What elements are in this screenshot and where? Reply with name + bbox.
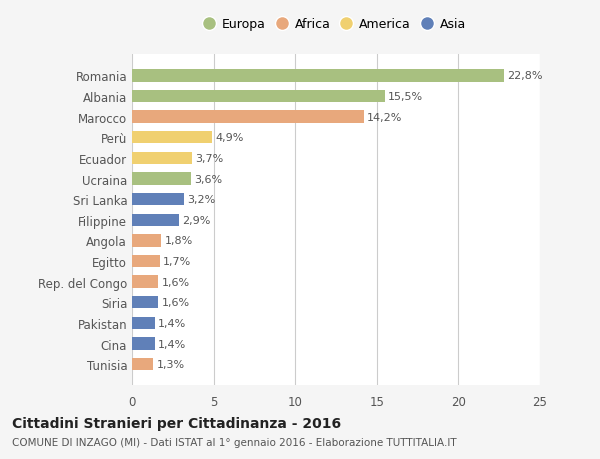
Text: 1,4%: 1,4% <box>158 339 187 349</box>
Text: 2,9%: 2,9% <box>182 215 211 225</box>
Bar <box>132 235 161 247</box>
Bar <box>132 214 179 226</box>
Bar <box>132 276 158 288</box>
Bar <box>132 255 160 268</box>
Bar <box>132 132 212 144</box>
Text: 22,8%: 22,8% <box>508 71 543 81</box>
Bar <box>132 194 184 206</box>
Text: 1,6%: 1,6% <box>161 297 190 308</box>
Bar <box>132 91 385 103</box>
Text: 14,2%: 14,2% <box>367 112 403 123</box>
Bar <box>132 358 153 370</box>
Text: Cittadini Stranieri per Cittadinanza - 2016: Cittadini Stranieri per Cittadinanza - 2… <box>12 416 341 430</box>
Bar <box>132 317 155 330</box>
Text: 4,9%: 4,9% <box>215 133 244 143</box>
Bar <box>132 297 158 309</box>
Bar <box>132 152 193 165</box>
Text: 1,6%: 1,6% <box>161 277 190 287</box>
Text: 1,7%: 1,7% <box>163 257 191 267</box>
Text: 3,2%: 3,2% <box>187 195 216 205</box>
Text: 15,5%: 15,5% <box>388 92 424 102</box>
Text: 1,4%: 1,4% <box>158 318 187 328</box>
Text: 3,6%: 3,6% <box>194 174 222 184</box>
Text: 3,7%: 3,7% <box>196 154 224 163</box>
Text: 1,3%: 1,3% <box>157 359 185 369</box>
Text: 1,8%: 1,8% <box>164 236 193 246</box>
Bar <box>132 173 191 185</box>
Legend: Europa, Africa, America, Asia: Europa, Africa, America, Asia <box>206 18 466 31</box>
Bar <box>132 70 504 83</box>
Bar <box>132 338 155 350</box>
Text: COMUNE DI INZAGO (MI) - Dati ISTAT al 1° gennaio 2016 - Elaborazione TUTTITALIA.: COMUNE DI INZAGO (MI) - Dati ISTAT al 1°… <box>12 437 457 447</box>
Bar <box>132 111 364 123</box>
